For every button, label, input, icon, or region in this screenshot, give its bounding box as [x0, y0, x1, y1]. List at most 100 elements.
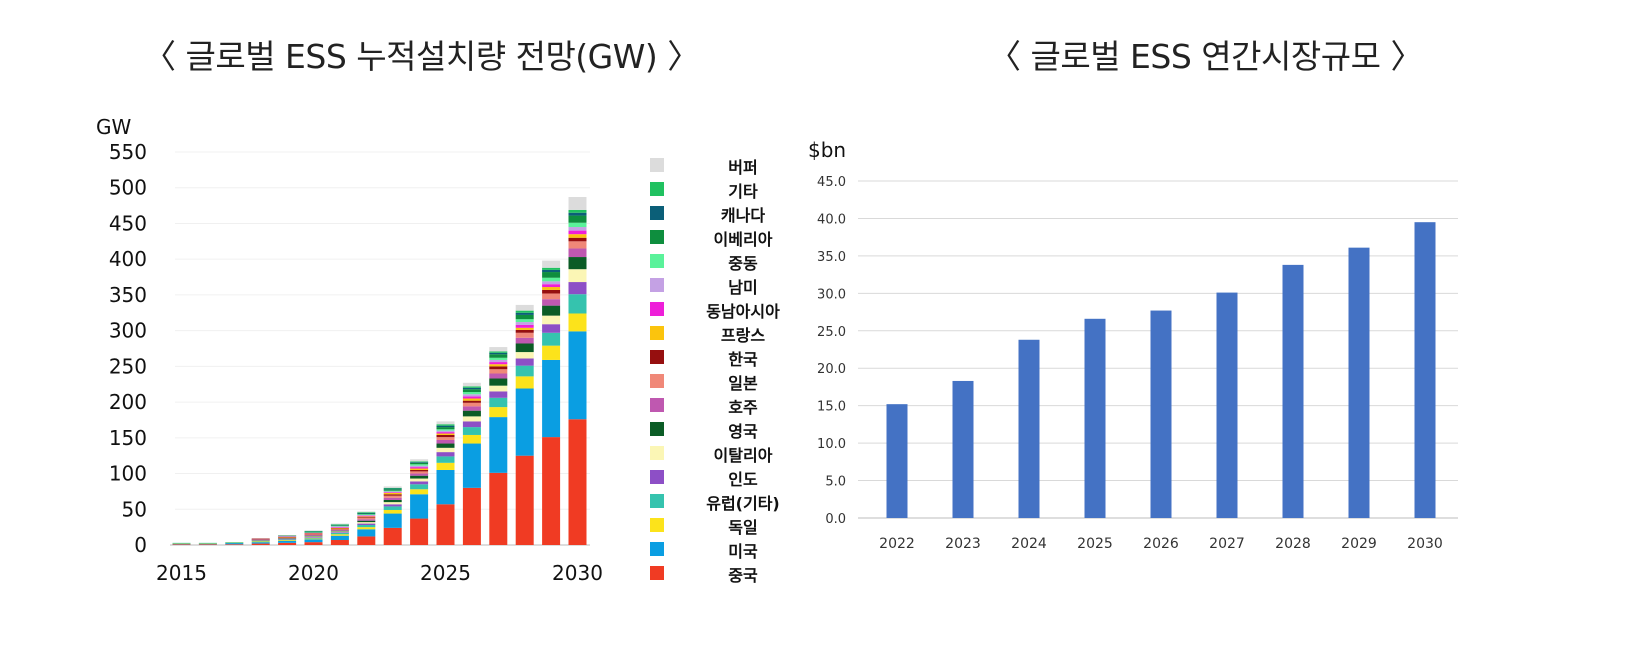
- bar-segment: [304, 534, 323, 536]
- y-tick-label: 100: [109, 462, 147, 486]
- bar-segment: [383, 509, 402, 514]
- bar-segment: [462, 382, 481, 387]
- bar-segment: [278, 542, 297, 545]
- bar-segment: [489, 366, 508, 370]
- y-tick-label: 150: [109, 426, 147, 450]
- bar-segment: [410, 484, 429, 490]
- x-tick-label: 2024: [1011, 536, 1047, 552]
- legend-label: 버퍼: [728, 158, 758, 177]
- y-tick-label: 35.0: [817, 250, 846, 265]
- bar-segment: [357, 514, 376, 515]
- legend-label: 한국: [728, 350, 758, 369]
- bar-segment: [542, 260, 561, 268]
- y-tick-label: 350: [109, 283, 147, 307]
- bar-segment: [172, 544, 191, 545]
- bar-segment: [489, 385, 508, 392]
- bar-segment: [383, 486, 402, 488]
- legend-swatch: [650, 158, 664, 172]
- legend-swatch: [650, 494, 664, 508]
- bar-segment: [357, 516, 376, 518]
- bar-segment: [568, 212, 587, 216]
- bar-segment: [462, 398, 481, 401]
- y-axis-label: $bn: [808, 138, 846, 162]
- y-tick-label: 15.0: [817, 400, 846, 415]
- bar-segment: [436, 504, 455, 545]
- bar-segment: [542, 437, 561, 545]
- bar: [952, 380, 974, 518]
- bar-segment: [304, 532, 323, 533]
- bar-segment: [515, 455, 534, 545]
- bar-segment: [278, 538, 297, 540]
- bar-segment: [410, 462, 429, 463]
- bar-segment: [568, 234, 587, 238]
- bar-segment: [330, 539, 349, 545]
- bar-segment: [568, 222, 587, 228]
- legend-swatch: [650, 278, 664, 292]
- bar-segment: [278, 535, 297, 537]
- bar-segment: [330, 532, 349, 535]
- bar-segment: [304, 530, 323, 532]
- bar-segment: [251, 539, 270, 541]
- bar-segment: [515, 322, 534, 325]
- bar-segment: [462, 400, 481, 403]
- bar-segment: [410, 481, 429, 485]
- bar-segment: [225, 542, 244, 543]
- bar-segment: [357, 512, 376, 513]
- bar: [1282, 264, 1304, 518]
- legend-swatch: [650, 254, 664, 268]
- bar-segment: [330, 523, 349, 525]
- legend-item: 영국: [648, 417, 828, 441]
- bar: [886, 404, 908, 518]
- bar-segment: [462, 443, 481, 488]
- bar-segment: [357, 515, 376, 517]
- y-tick-label: 5.0: [825, 475, 846, 490]
- bar-segment: [251, 538, 270, 540]
- legend-label: 캐나다: [720, 206, 766, 225]
- bar-segment: [462, 410, 481, 417]
- bar-segment: [225, 542, 244, 545]
- bar: [1216, 292, 1238, 518]
- bar-segment: [383, 492, 402, 493]
- bar-segment: [304, 537, 323, 539]
- legend-swatch: [650, 398, 664, 412]
- bar-segment: [568, 257, 587, 270]
- bar-segment: [515, 329, 534, 333]
- legend-label: 독일: [728, 518, 758, 537]
- legend-item: 중국: [648, 561, 828, 585]
- bar-segment: [251, 540, 270, 542]
- bar-segment: [436, 427, 455, 430]
- x-tick-label: 2029: [1341, 536, 1377, 552]
- bar-segment: [330, 524, 349, 525]
- bar-segment: [489, 391, 508, 398]
- bar-segment: [383, 492, 402, 495]
- bar-segment: [357, 524, 376, 528]
- bar-segment: [357, 514, 376, 516]
- bar-segment: [489, 359, 508, 363]
- bar-segment: [462, 406, 481, 411]
- bar-segment: [515, 365, 534, 377]
- legend-label: 이베리아: [713, 230, 773, 249]
- bar-segment: [172, 543, 191, 544]
- bar-segment: [462, 394, 481, 397]
- legend-label: 남미: [728, 278, 758, 297]
- legend-item: 미국: [648, 537, 828, 561]
- y-tick-label: 0: [134, 533, 147, 557]
- legend-item: 중동: [648, 249, 828, 273]
- legend-swatch: [650, 182, 664, 196]
- bar-segment: [304, 538, 323, 540]
- bar-segment: [436, 469, 455, 505]
- bar-segment: [462, 487, 481, 545]
- legend-swatch: [650, 422, 664, 436]
- bar-segment: [515, 324, 534, 328]
- bar-segment: [304, 531, 323, 533]
- bar-segment: [383, 491, 402, 493]
- bar-segment: [542, 269, 561, 273]
- bar-segment: [330, 528, 349, 530]
- bar: [1414, 222, 1436, 518]
- bar-segment: [304, 535, 323, 537]
- legend-item: 남미: [648, 273, 828, 297]
- bar-segment: [436, 429, 455, 431]
- bar-segment: [542, 332, 561, 346]
- bar-segment: [251, 540, 270, 541]
- bar-segment: [436, 452, 455, 457]
